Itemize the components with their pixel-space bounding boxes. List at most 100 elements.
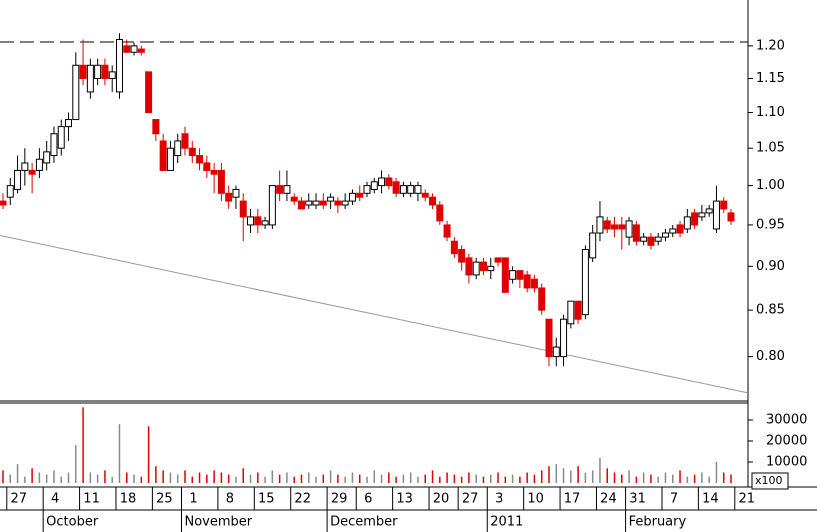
candle-body (523, 274, 531, 289)
x-tick-label: 22 (294, 492, 311, 507)
candle-body (305, 200, 313, 206)
candle-body (239, 200, 247, 218)
candle-body (727, 212, 735, 222)
candle-body (341, 200, 349, 206)
candle-body (86, 64, 94, 93)
x-tick-label: 29 (331, 492, 348, 507)
candle-body (43, 151, 51, 164)
candle-body (450, 240, 458, 255)
x-tick-label: 3 (495, 492, 503, 507)
month-label: December (330, 515, 398, 530)
candle-body (712, 200, 720, 230)
candle-body (618, 224, 626, 230)
candle-body (640, 236, 648, 242)
x-tick-label: 11 (83, 492, 100, 507)
y-tick-label: 1.05 (756, 141, 785, 156)
candle-body (174, 140, 182, 157)
x-tick-label: 20 (433, 492, 450, 507)
trendline (0, 234, 749, 394)
candle-body (611, 224, 619, 230)
candle-body (472, 261, 480, 276)
candle-body (210, 169, 218, 175)
y-tick-label: 0.90 (756, 259, 785, 274)
candle-body (297, 200, 305, 210)
candle-body (487, 265, 495, 272)
month-label: 2011 (490, 515, 523, 530)
x-tick-label: 1 (189, 492, 197, 507)
candle-body (479, 261, 487, 272)
y-tick-label: 1.15 (756, 71, 785, 86)
candle-body (370, 181, 378, 190)
candle-body (720, 200, 728, 210)
candle-body (399, 185, 407, 194)
candle-body (137, 48, 145, 53)
candle-body (196, 155, 204, 164)
candle-body (0, 200, 7, 206)
candle-body (152, 119, 160, 135)
candle-body (232, 188, 240, 198)
candle-body (407, 185, 415, 194)
y-tick-label: 1.10 (756, 105, 785, 120)
candle-body (94, 64, 102, 79)
x-tick-label: 17 (564, 492, 581, 507)
y-tick-label: 1.20 (756, 38, 785, 53)
x-tick-label: 21 (739, 492, 756, 507)
candle-body (661, 232, 669, 238)
candle-body (458, 249, 466, 263)
y-tick-label: 1.00 (756, 178, 785, 193)
candle-body (123, 45, 131, 53)
x-tick-label: 24 (600, 492, 617, 507)
candle-body (348, 192, 356, 202)
candle-body (647, 236, 655, 246)
candle-body (261, 220, 269, 226)
candle-body (567, 300, 575, 325)
candle-body (14, 169, 22, 190)
candle-body (130, 45, 138, 53)
candle-body (57, 126, 65, 149)
candle-body (203, 162, 211, 171)
candle-body (530, 278, 538, 289)
candle-body (378, 177, 386, 187)
y-tick-label: 20000 (766, 433, 807, 448)
candle-body (574, 300, 582, 320)
x-tick-label: 7 (670, 492, 678, 507)
x-tick-label: 27 (462, 492, 479, 507)
candle-body (35, 158, 43, 171)
x-tick-label: 15 (258, 492, 275, 507)
candle-body (217, 169, 225, 194)
candle-body (509, 270, 517, 280)
candle-body (581, 249, 589, 316)
candle-body (65, 119, 73, 128)
candle-body (72, 64, 80, 121)
candle-body (276, 185, 284, 194)
x-tick-label: 31 (629, 492, 646, 507)
y-tick-label: 0.85 (756, 303, 785, 318)
candle-body (669, 228, 677, 234)
candle-body (101, 64, 109, 79)
candle-body (698, 212, 706, 218)
candle-body (356, 192, 364, 198)
candle-body (421, 192, 429, 198)
month-label: October (46, 515, 99, 530)
y-tick-label: 10000 (766, 454, 807, 469)
candle-body (115, 39, 123, 93)
y-tick-label: 0.95 (756, 217, 785, 232)
candle-body (552, 346, 560, 358)
candle-body (21, 162, 29, 171)
candle-body (268, 185, 276, 226)
candle-body (312, 200, 320, 206)
candle-body (414, 185, 422, 194)
unit-label: x100 (755, 474, 783, 487)
month-label: February (629, 515, 687, 530)
candle-body (188, 147, 196, 157)
candle-body (538, 287, 546, 311)
x-tick-label: 4 (51, 492, 59, 507)
candle-body (159, 140, 167, 171)
candle-body (334, 200, 342, 206)
candle-body (683, 216, 691, 230)
x-tick-label: 8 (226, 492, 234, 507)
candle-body (545, 318, 553, 358)
